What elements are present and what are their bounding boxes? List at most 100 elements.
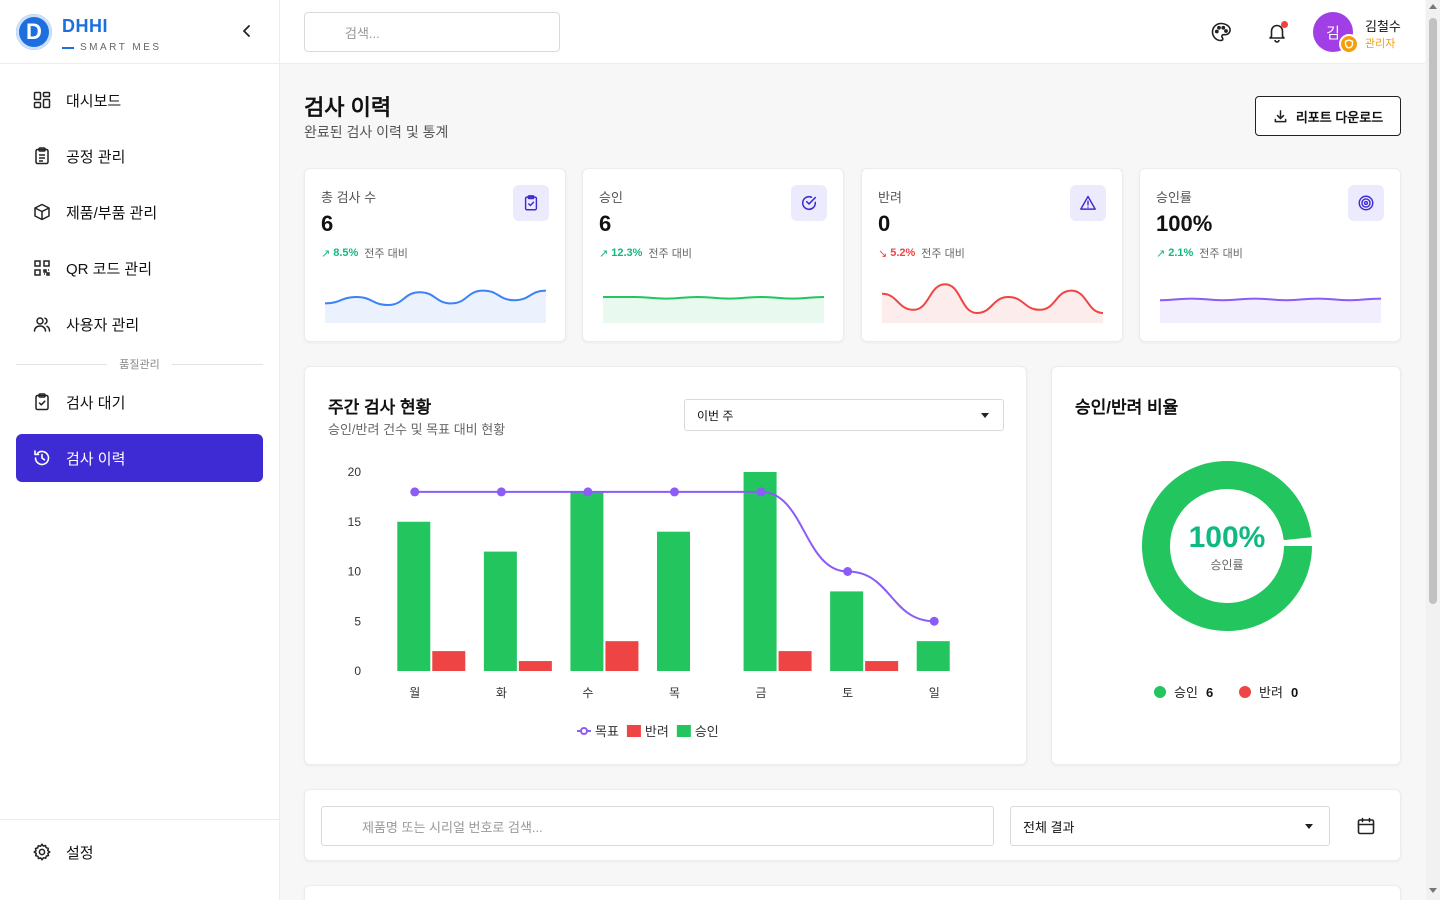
date-picker-button[interactable]	[1354, 814, 1378, 838]
stat-value: 100%	[1156, 211, 1213, 236]
clipboard-icon	[35, 147, 49, 165]
bar-rejected	[432, 651, 466, 671]
sidebar-item-label: 공정 관리	[66, 148, 126, 166]
avatar[interactable]: 김	[1313, 12, 1359, 54]
sidebar-item-process[interactable]: 공정 관리	[16, 132, 263, 180]
result-filter-select[interactable]: 전체 결과	[1010, 806, 1330, 846]
scroll-up-icon[interactable]	[1429, 4, 1437, 9]
target-point	[756, 487, 766, 497]
target-icon	[1358, 195, 1374, 211]
sparkline	[603, 295, 824, 323]
approval-ratio-card: 승인/반려 비율 100% 승인률 승인 6 반려 0	[1051, 366, 1401, 765]
sparkline	[1160, 297, 1381, 323]
caret-down-icon	[981, 412, 989, 418]
qr-icon	[34, 260, 50, 276]
theme-button[interactable]	[1209, 20, 1233, 44]
x-tick-label: 금	[756, 686, 767, 700]
x-tick-label: 토	[842, 686, 853, 700]
stat-value: 6	[321, 211, 334, 236]
sidebar-item-products[interactable]: 제품/부품 관리	[16, 188, 263, 236]
notifications-button[interactable]	[1265, 20, 1289, 44]
x-tick-label: 목	[669, 686, 680, 700]
stat-change-vs: 전주 대비	[364, 248, 408, 260]
stat-card-total: 총 검사 수 6 ↗ 8.5% 전주 대비	[304, 168, 566, 342]
ratio-donut-chart: 100% 승인률 승인 6 반려 0	[1142, 461, 1312, 700]
legend-rejected-label: 반려	[1259, 685, 1283, 700]
stat-change-pct: 2.1%	[1168, 247, 1194, 259]
topbar: 검색... 김 김철수 관리자	[280, 0, 1425, 64]
sidebar-item-dashboard[interactable]: 대시보드	[16, 76, 263, 124]
nav-section-quality: 품질관리	[16, 356, 263, 372]
sparkline-line	[882, 283, 1103, 315]
sidebar-item-inspection-history[interactable]: 검사 이력	[16, 434, 263, 482]
bar-rejected	[518, 661, 552, 671]
bar-approved	[916, 641, 950, 671]
weekly-inspection-card: 주간 검사 현황 승인/반려 건수 및 목표 대비 현황 이번 주 0 5 10 15…	[304, 366, 1027, 765]
stat-label: 승인	[599, 190, 623, 205]
target-point	[410, 487, 420, 497]
page-subtitle: 완료된 검사 이력 및 통계	[304, 124, 449, 140]
sidebar-item-label: 검사 이력	[66, 450, 126, 468]
sparkline	[882, 283, 1103, 323]
trend-up-icon: ↗	[321, 247, 331, 260]
stat-card-approval-rate: 승인률 100% ↗ 2.1% 전주 대비	[1139, 168, 1401, 342]
period-select[interactable]: 이번 주	[684, 399, 1004, 431]
legend-label: 목표	[595, 724, 619, 739]
stat-change: ↘ 5.2% 전주 대비	[878, 245, 965, 261]
sidebar: D DHHI SMART MES 대시보드 공정 관리 제품/부품 관리 QR …	[0, 0, 280, 900]
ratio-title: 승인/반려 비율	[1075, 398, 1179, 417]
period-select-value: 이번 주	[697, 408, 734, 423]
sidebar-item-qr[interactable]: QR 코드 관리	[16, 244, 263, 292]
donut-approved-arc	[1142, 461, 1312, 631]
brand-tagline-text: SMART MES	[80, 42, 162, 53]
stat-icon-box	[1348, 185, 1384, 221]
sidebar-item-label: 대시보드	[66, 92, 122, 110]
gear-icon	[33, 843, 51, 861]
sidebar-item-users[interactable]: 사용자 관리	[16, 300, 263, 348]
product-search-input[interactable]: 제품명 또는 시리얼 번호로 검색...	[321, 806, 994, 846]
sparkline-area	[882, 284, 1103, 323]
legend-rejected-value: 0	[1291, 685, 1298, 700]
target-point	[670, 487, 679, 497]
user-role: 관리자	[1365, 38, 1396, 50]
report-download-button[interactable]: 리포트 다운로드	[1255, 96, 1401, 136]
x-tick-label: 수	[582, 686, 593, 700]
stat-change: ↗ 12.3% 전주 대비	[599, 245, 692, 261]
legend-label: 반려	[645, 724, 669, 739]
sidebar-item-inspection-pending[interactable]: 검사 대기	[16, 378, 263, 426]
collapse-sidebar-button[interactable]	[236, 20, 258, 42]
bar-approved	[830, 591, 864, 671]
stat-icon-box	[1070, 185, 1106, 221]
scroll-thumb[interactable]	[1429, 18, 1437, 604]
stat-change-pct: 5.2%	[890, 247, 916, 259]
sidebar-item-settings[interactable]: 설정	[16, 828, 263, 876]
donut-center-label: 승인률	[1210, 558, 1243, 572]
scroll-down-icon[interactable]	[1429, 888, 1437, 893]
caret-down-icon	[1305, 823, 1313, 829]
dashboard-icon	[33, 91, 51, 109]
stat-change-vs: 전주 대비	[921, 248, 965, 260]
stat-change-pct: 8.5%	[333, 247, 359, 259]
brand-logo[interactable]: D	[16, 14, 52, 50]
brand-tagline: SMART MES	[62, 42, 162, 53]
donut-center-value: 100%	[1189, 521, 1266, 554]
scrollbar[interactable]	[1426, 0, 1440, 900]
sparkline-line	[1160, 297, 1381, 302]
report-download-label: 리포트 다운로드	[1295, 109, 1384, 125]
user-name[interactable]: 김철수	[1365, 19, 1401, 34]
weekly-title: 주간 검사 현황	[328, 398, 432, 417]
stat-change: ↗ 2.1% 전주 대비	[1156, 245, 1243, 261]
sidebar-item-label: 제품/부품 관리	[66, 204, 158, 222]
stat-card-rejected: 반려 0 ↘ 5.2% 전주 대비	[861, 168, 1123, 342]
sparkline-area	[325, 290, 546, 323]
search-input[interactable]: 검색...	[304, 12, 560, 52]
target-point	[496, 487, 506, 497]
legend-line-dot	[580, 727, 588, 735]
bar-approved	[743, 472, 777, 671]
trend-up-icon: ↗	[1156, 247, 1166, 260]
stat-change-pct: 12.3%	[611, 247, 643, 259]
alert-triangle-icon	[1080, 195, 1096, 210]
brand-name: DHHI	[62, 16, 108, 36]
sparkline-area	[1160, 298, 1381, 323]
sidebar-item-label: 검사 대기	[66, 394, 126, 412]
